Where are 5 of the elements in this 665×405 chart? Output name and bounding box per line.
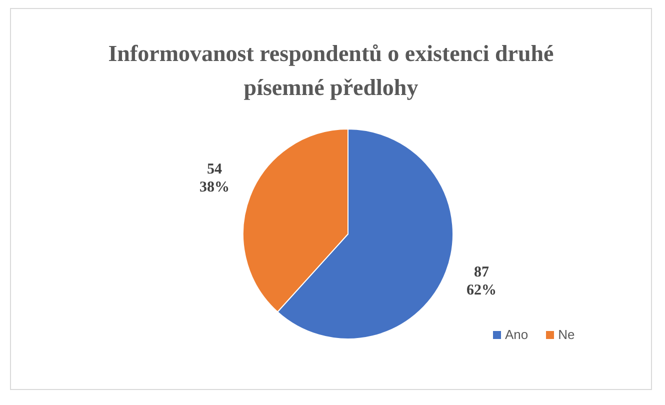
data-label: 54 38% [200, 162, 230, 196]
chart-title: Informovanost respondentů o existenci druhé písemné předlohy [107, 40, 555, 102]
legend-label: Ne [558, 327, 575, 342]
data-label: 87 62% [466, 264, 496, 298]
legend-label: Ano [505, 327, 528, 342]
